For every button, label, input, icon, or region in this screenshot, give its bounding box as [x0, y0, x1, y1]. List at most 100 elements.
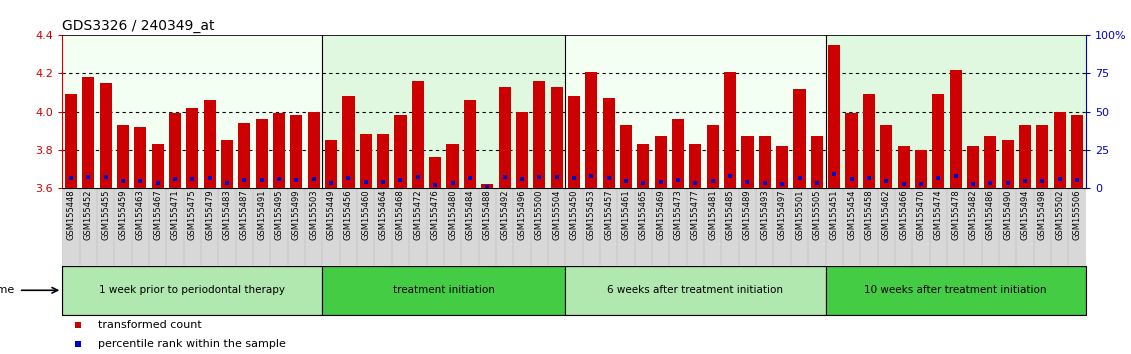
Bar [965, 188, 982, 266]
Bar [343, 96, 354, 188]
Bar [187, 108, 198, 188]
Text: time: time [0, 285, 16, 295]
Text: 6 weeks after treatment initiation: 6 weeks after treatment initiation [607, 285, 784, 295]
Bar [516, 112, 528, 188]
Text: GSM155463: GSM155463 [136, 189, 145, 240]
Text: GSM155500: GSM155500 [535, 189, 544, 240]
Text: GSM155469: GSM155469 [656, 189, 665, 240]
Text: GSM155450: GSM155450 [570, 189, 578, 240]
Bar [499, 87, 511, 188]
Text: GSM155477: GSM155477 [691, 189, 700, 240]
Bar [742, 136, 753, 188]
Bar [705, 188, 722, 266]
Bar [547, 188, 566, 266]
Bar [585, 72, 597, 188]
Text: GSM155458: GSM155458 [864, 189, 873, 240]
Bar [932, 95, 944, 188]
Bar [707, 125, 719, 188]
Bar [913, 188, 930, 266]
Bar [495, 188, 513, 266]
Bar [116, 125, 129, 188]
Text: GSM155494: GSM155494 [1020, 189, 1029, 240]
Bar [551, 87, 563, 188]
Bar [566, 266, 826, 315]
Text: GSM155461: GSM155461 [622, 189, 630, 240]
Bar [100, 83, 112, 188]
Bar [672, 119, 684, 188]
Bar [690, 144, 701, 188]
Text: GSM155491: GSM155491 [257, 189, 266, 240]
Text: GSM155459: GSM155459 [119, 189, 128, 240]
Text: 1 week prior to periodontal therapy: 1 week prior to periodontal therapy [100, 285, 285, 295]
Bar [447, 144, 458, 188]
Bar [809, 188, 826, 266]
Text: GDS3326 / 240349_at: GDS3326 / 240349_at [62, 19, 215, 33]
Bar [601, 188, 618, 266]
Bar [409, 188, 426, 266]
Bar [322, 266, 566, 315]
Text: GSM155456: GSM155456 [344, 189, 353, 240]
Bar [568, 96, 580, 188]
Bar [634, 188, 653, 266]
Bar [999, 188, 1017, 266]
Bar [653, 188, 670, 266]
Text: GSM155483: GSM155483 [223, 189, 232, 240]
Text: GSM155470: GSM155470 [916, 189, 925, 240]
Bar [895, 188, 913, 266]
Bar [759, 136, 771, 188]
Text: GSM155501: GSM155501 [795, 189, 804, 240]
Bar [291, 115, 302, 188]
Text: GSM155464: GSM155464 [379, 189, 388, 240]
Text: GSM155452: GSM155452 [84, 189, 93, 240]
Text: GSM155503: GSM155503 [309, 189, 318, 240]
Bar [64, 95, 77, 188]
Text: GSM155478: GSM155478 [951, 189, 960, 240]
Bar [566, 188, 582, 266]
Bar [1054, 112, 1065, 188]
Bar [443, 188, 461, 266]
Bar [776, 146, 788, 188]
Text: GSM155481: GSM155481 [708, 189, 717, 240]
Text: GSM155473: GSM155473 [674, 189, 683, 240]
Bar [811, 136, 823, 188]
Bar [478, 188, 495, 266]
Text: GSM155495: GSM155495 [275, 189, 284, 240]
Text: GSM155467: GSM155467 [153, 189, 162, 240]
Bar [582, 188, 601, 266]
Bar [426, 188, 443, 266]
Text: GSM155489: GSM155489 [743, 189, 752, 240]
Text: GSM155468: GSM155468 [396, 189, 405, 240]
Bar [270, 188, 287, 266]
Bar [915, 150, 927, 188]
Text: GSM155471: GSM155471 [171, 189, 180, 240]
Bar [62, 35, 322, 188]
Bar [533, 81, 545, 188]
Bar [461, 188, 478, 266]
Text: GSM155451: GSM155451 [830, 189, 839, 240]
Bar [97, 188, 114, 266]
Text: 10 weeks after treatment initiation: 10 weeks after treatment initiation [864, 285, 1047, 295]
Text: GSM155449: GSM155449 [327, 189, 336, 240]
Bar [878, 188, 895, 266]
Bar [722, 188, 739, 266]
Bar [62, 266, 322, 315]
Text: GSM155496: GSM155496 [518, 189, 526, 240]
Bar [308, 112, 320, 188]
Bar [114, 188, 131, 266]
Bar [603, 98, 615, 188]
Bar [152, 144, 164, 188]
Text: GSM155482: GSM155482 [968, 189, 977, 240]
Text: GSM155488: GSM155488 [483, 189, 492, 240]
Bar [322, 35, 566, 188]
Bar [135, 127, 146, 188]
Bar [149, 188, 166, 266]
Bar [618, 188, 634, 266]
Bar [235, 188, 253, 266]
Bar [429, 157, 441, 188]
Bar [757, 188, 774, 266]
Bar [655, 136, 667, 188]
Bar [464, 100, 476, 188]
Bar [826, 188, 843, 266]
Bar [724, 72, 736, 188]
Text: GSM155486: GSM155486 [986, 189, 995, 240]
